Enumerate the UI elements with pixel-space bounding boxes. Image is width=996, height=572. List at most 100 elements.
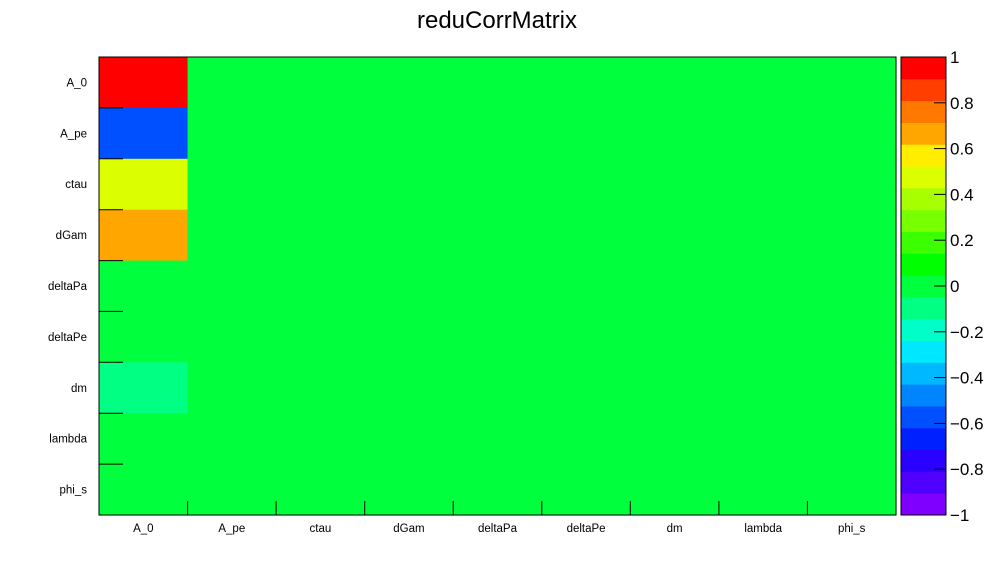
heatmap-cell	[541, 311, 631, 363]
x-tick-label: dm	[667, 523, 683, 535]
heatmap-cell	[99, 311, 189, 363]
colorbar-segment	[901, 449, 946, 472]
heatmap-cell	[541, 464, 631, 516]
heatmap-cell	[187, 464, 277, 516]
colorbar-segment	[901, 57, 946, 80]
heatmap-cell	[630, 107, 720, 160]
heatmap-cell	[807, 260, 897, 313]
heatmap-cell	[718, 57, 809, 109]
colorbar-segment	[901, 122, 946, 145]
heatmap-cell	[364, 260, 454, 313]
heatmap-cell	[187, 57, 277, 109]
y-tick-label: lambda	[49, 434, 87, 446]
x-tick-label: A_0	[133, 523, 153, 535]
colorbar-segment	[901, 340, 946, 363]
heatmap-cell	[807, 311, 897, 363]
heatmap-cell	[364, 158, 454, 211]
colorbar-tick-label: −0.4	[950, 369, 984, 388]
colorbar-tick-label: −0.6	[950, 414, 984, 433]
y-tick-label: A_pe	[60, 128, 87, 140]
heatmap-cell	[453, 57, 543, 109]
heatmap-cell	[453, 464, 543, 516]
plot-frame	[98, 56, 897, 516]
heatmap-cell	[276, 413, 366, 465]
heatmap-cell	[364, 362, 454, 414]
y-tick-label: dGam	[56, 230, 87, 242]
colorbar-segment	[901, 493, 946, 516]
heatmap-cell	[718, 209, 809, 262]
y-tick-label: phi_s	[60, 485, 88, 497]
colorbar-segment	[901, 78, 946, 102]
heatmap-cell	[453, 311, 543, 363]
heatmap-cell	[541, 362, 631, 414]
colorbar-segment	[901, 100, 946, 123]
heatmap-cell	[718, 260, 809, 313]
x-tick-label: deltaPe	[567, 523, 606, 535]
x-tick-label: dGam	[393, 523, 424, 535]
y-tick-label: ctau	[65, 179, 87, 191]
x-tick-label: lambda	[744, 523, 782, 535]
colorbar-tick-label: 0.2	[950, 231, 974, 250]
heatmap-cell	[807, 413, 897, 465]
heatmap-cell	[99, 209, 189, 262]
heatmap-cell	[276, 57, 366, 109]
heatmap-cell	[718, 107, 809, 160]
heatmap-cell	[187, 209, 277, 262]
colorbar-segment	[901, 144, 946, 167]
heatmap-cell	[276, 362, 366, 414]
heatmap-cell	[541, 413, 631, 465]
heatmap-cell	[453, 209, 543, 262]
heatmap-cell	[718, 362, 809, 414]
heatmap-cell	[541, 260, 631, 313]
colorbar-segment	[901, 362, 946, 385]
heatmap-cell	[99, 260, 189, 313]
heatmap-cell	[718, 464, 809, 516]
heatmap-cell	[630, 158, 720, 211]
heatmap-cell	[364, 57, 454, 109]
heatmap-cell	[364, 311, 454, 363]
heatmap-cell	[364, 107, 454, 160]
heatmap-cell	[364, 209, 454, 262]
heatmap-cell	[718, 311, 809, 363]
colorbar-tick-label: −0.2	[950, 323, 984, 342]
x-tick-label: phi_s	[838, 523, 866, 535]
heatmap-cell	[541, 209, 631, 262]
heatmap-cell	[276, 107, 366, 160]
colorbar-segment	[901, 471, 946, 494]
heatmap-cell	[718, 158, 809, 211]
heatmap-cell	[364, 464, 454, 516]
heatmap-cell	[630, 413, 720, 465]
heatmap-cell	[99, 464, 189, 516]
colorbar-segment	[901, 318, 946, 342]
heatmap-cell	[630, 464, 720, 516]
heatmap-cell	[364, 413, 454, 465]
colorbar-tick-label: −1	[950, 506, 969, 525]
colorbar-tick-label: 1	[950, 48, 959, 67]
colorbar-segment	[901, 296, 946, 320]
heatmap-cell	[541, 158, 631, 211]
heatmap-cell	[99, 413, 189, 465]
x-tick-label: deltaPa	[478, 523, 518, 535]
heatmap-cell	[807, 107, 897, 160]
colorbar-segment	[901, 275, 946, 298]
heatmap-cell	[807, 362, 897, 414]
colorbar-segment	[901, 187, 946, 211]
heatmap-cell	[276, 464, 366, 516]
heatmap-cell	[187, 413, 277, 465]
colorbar-segment	[901, 405, 946, 429]
heatmap-cell	[187, 311, 277, 363]
colorbar-segment	[901, 231, 946, 254]
heatmap-cell	[630, 362, 720, 414]
colorbar-segment	[901, 427, 946, 451]
x-tick-label: A_pe	[218, 523, 245, 535]
heatmap-cell	[276, 209, 366, 262]
colorbar-segment	[901, 384, 946, 407]
colorbar-segment	[901, 209, 946, 232]
heatmap-cell	[630, 57, 720, 109]
heatmap-cell	[187, 362, 277, 414]
heatmap-cell	[453, 362, 543, 414]
heatmap-cell	[99, 362, 189, 414]
heatmap-cell	[276, 158, 366, 211]
y-tick-label: A_0	[67, 77, 87, 89]
